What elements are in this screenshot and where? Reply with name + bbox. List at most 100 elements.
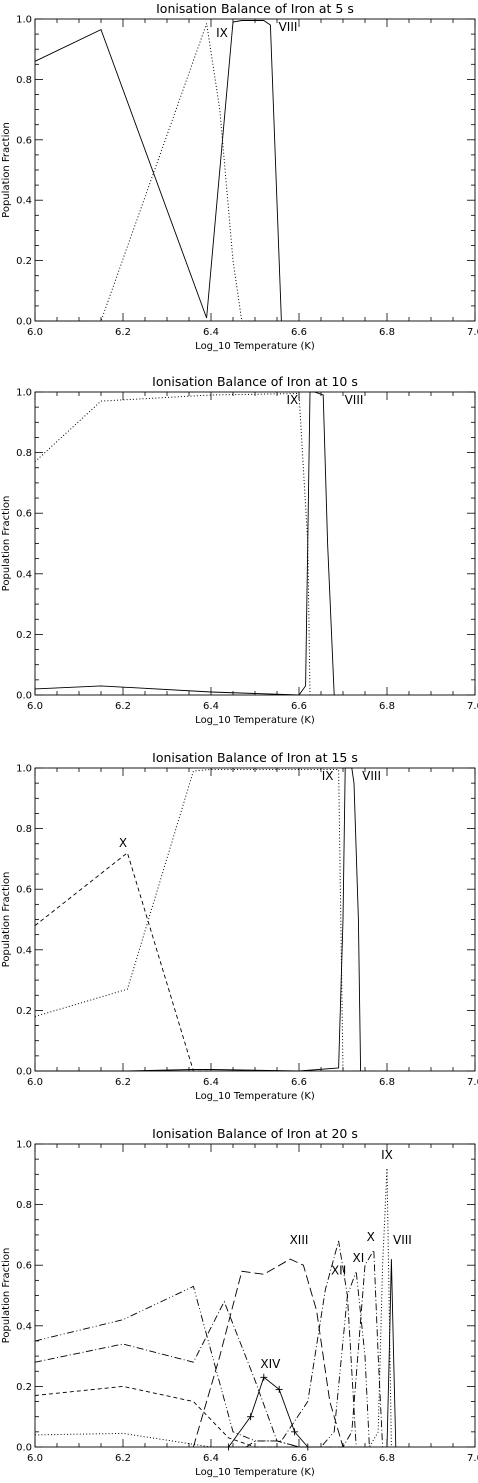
x-tick-label: 7.0 — [467, 701, 478, 712]
y-tick-label: 1.0 — [16, 764, 32, 775]
series-point-marker — [225, 1443, 233, 1451]
x-tick-label: 6.4 — [203, 701, 219, 712]
series-line-x — [34, 852, 211, 1072]
chart-panel: Ionisation Balance of Iron at 20 s 6.0 6.2… — [1, 1126, 478, 1478]
series-point-marker — [291, 1428, 299, 1436]
y-tick-label: 1.0 — [16, 1140, 32, 1151]
y-tick-label: 0.6 — [16, 135, 32, 146]
ion-label: X — [367, 1230, 375, 1244]
y-tick-label: 0.2 — [16, 630, 32, 641]
series-line-xiii — [192, 1258, 344, 1448]
ion-label: XII — [331, 1263, 346, 1277]
x-tick-label: 6.8 — [379, 1077, 395, 1088]
y-tick-label: 0.4 — [16, 196, 32, 207]
x-tick-label: 7.0 — [467, 1077, 478, 1088]
y-tick-label: 0.4 — [16, 1321, 32, 1332]
y-tick-label: 0.6 — [16, 885, 32, 896]
ion-label: XI — [353, 1251, 365, 1265]
ion-label: VIII — [279, 20, 298, 34]
x-tick-label: 6.4 — [203, 1077, 219, 1088]
ion-label: IX — [322, 769, 334, 783]
ion-label: VIII — [345, 393, 364, 407]
x-tick-label: 6.2 — [115, 327, 131, 338]
plot-frame — [34, 1143, 476, 1448]
y-axis-label: Population Fraction — [1, 122, 12, 218]
plot-frame — [34, 391, 476, 696]
x-tick-label: 6.6 — [291, 701, 307, 712]
series-line-unlabelled — [34, 1385, 277, 1448]
y-tick-label: 0.2 — [16, 256, 32, 267]
x-tick-label: 6.8 — [379, 1453, 395, 1464]
y-tick-label: 0.8 — [16, 824, 32, 835]
ion-label: IX — [287, 393, 299, 407]
chart-panel: Ionisation Balance of Iron at 15 s 6.0 6.2… — [1, 750, 478, 1102]
x-tick-label: 6.2 — [115, 701, 131, 712]
series-point-marker — [275, 1385, 283, 1393]
ion-label: IX — [216, 26, 228, 40]
x-tick-label: 6.0 — [27, 701, 43, 712]
series-line-ix — [34, 769, 387, 1072]
y-tick-label: 0.2 — [16, 1382, 32, 1393]
chart-title: Ionisation Balance of Iron at 15 s — [152, 750, 358, 765]
x-tick-label: 6.6 — [291, 1453, 307, 1464]
y-tick-label: 0.0 — [16, 1067, 32, 1078]
ion-label: VIII — [362, 769, 381, 783]
series-line-ix — [34, 392, 343, 696]
x-tick-label: 7.0 — [467, 1453, 478, 1464]
y-tick-label: 0.0 — [16, 691, 32, 702]
series-line-viii — [34, 391, 335, 696]
series-line-ix — [34, 1168, 392, 1448]
y-tick-label: 0.8 — [16, 75, 32, 86]
y-tick-label: 0.4 — [16, 569, 32, 580]
x-axis-label: Log_10 Temperature (K) — [195, 341, 315, 352]
ion-label: X — [119, 836, 127, 850]
series-line-ix — [35, 23, 255, 322]
y-axis-label: Population Fraction — [1, 872, 12, 968]
chart-panel: Ionisation Balance of Iron at 10 s 6.0 6.2… — [1, 374, 478, 726]
y-tick-label: 1.0 — [16, 388, 32, 399]
ion-label: XIV — [260, 1357, 281, 1371]
chart-title: Ionisation Balance of Iron at 5 s — [156, 1, 354, 16]
ion-label: IX — [381, 1148, 393, 1162]
chart-title: Ionisation Balance of Iron at 10 s — [152, 374, 358, 389]
plot-frame — [34, 767, 476, 1072]
x-tick-label: 6.0 — [27, 1453, 43, 1464]
y-tick-label: 0.6 — [16, 509, 32, 520]
y-tick-label: 0.0 — [16, 1443, 32, 1454]
series-point-marker — [304, 1443, 312, 1451]
series-line-xi — [34, 1271, 370, 1448]
series-point-marker — [260, 1373, 268, 1381]
x-axis-label: Log_10 Temperature (K) — [195, 715, 315, 726]
y-tick-label: 0.2 — [16, 1006, 32, 1017]
y-axis-label: Population Fraction — [1, 1248, 12, 1344]
y-tick-label: 1.0 — [16, 15, 32, 26]
x-tick-label: 6.2 — [115, 1077, 131, 1088]
series-line-viii — [386, 1259, 397, 1448]
x-tick-label: 6.8 — [379, 327, 395, 338]
y-tick-label: 0.6 — [16, 1261, 32, 1272]
x-tick-label: 6.6 — [291, 1077, 307, 1088]
y-tick-label: 0.0 — [16, 317, 32, 328]
y-tick-label: 0.4 — [16, 945, 32, 956]
ion-label: XIII — [290, 1233, 309, 1247]
x-tick-label: 6.6 — [291, 327, 307, 338]
series-line-viii — [35, 767, 362, 1072]
ion-label: VIII — [393, 1233, 412, 1247]
series-line-xii — [245, 1240, 357, 1448]
chart-panel: Ionisation Balance of Iron at 5 s 6.0 6.2 6… — [1, 1, 478, 352]
x-tick-label: 6.4 — [203, 327, 219, 338]
y-tick-label: 0.8 — [16, 448, 32, 459]
x-tick-label: 6.0 — [27, 1077, 43, 1088]
chart-title: Ionisation Balance of Iron at 20 s — [152, 1126, 358, 1141]
y-tick-label: 0.8 — [16, 1200, 32, 1211]
y-axis-label: Population Fraction — [1, 496, 12, 592]
x-tick-label: 6.0 — [27, 327, 43, 338]
x-axis-label: Log_10 Temperature (K) — [195, 1467, 315, 1478]
x-tick-label: 6.2 — [115, 1453, 131, 1464]
x-tick-label: 7.0 — [467, 327, 478, 338]
plot-frame — [34, 18, 476, 322]
x-axis-label: Log_10 Temperature (K) — [195, 1091, 315, 1102]
series-line-xiv — [228, 1376, 309, 1448]
x-tick-label: 6.4 — [203, 1453, 219, 1464]
